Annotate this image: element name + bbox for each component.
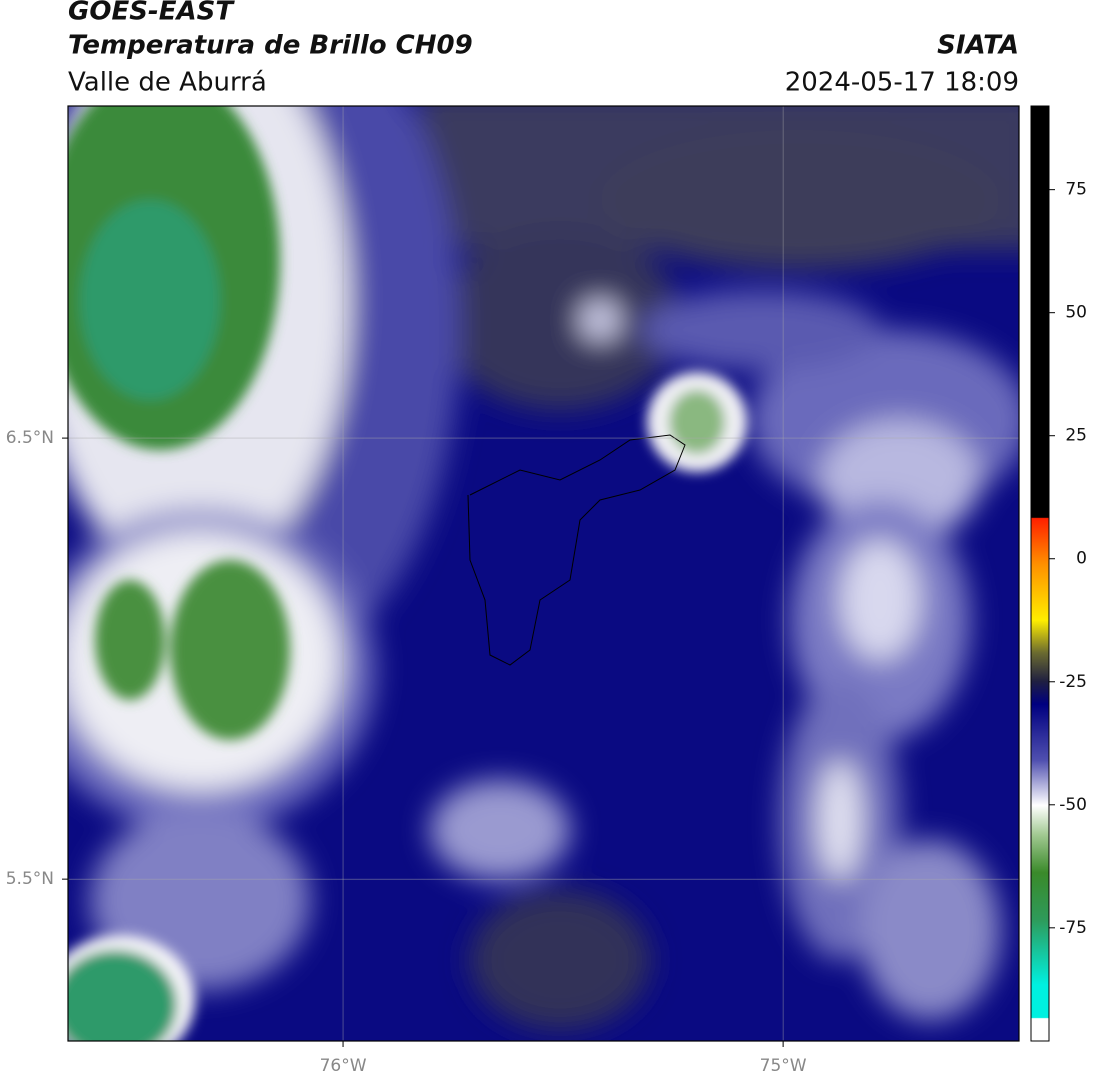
x-tick-label: 75°W [760,1056,807,1076]
satellite-image [68,106,1019,1041]
colorbar-tick-label: 75 [1065,180,1087,200]
colorbar-tick-label: 25 [1065,426,1087,446]
colorbar-tick-label: 50 [1065,303,1087,323]
datetime: 2024-05-17 18:09 [785,68,1019,98]
subtitle: Temperatura de Brillo CH09 [68,31,473,61]
source: SIATA [937,31,1019,61]
colorbar-tick-label: -50 [1059,795,1087,815]
colorbar-tick-label: -25 [1059,672,1087,692]
x-tick-label: 76°W [320,1056,367,1076]
colorbar-tick-label: 0 [1076,549,1087,569]
region: Valle de Aburrá [68,68,267,98]
colorbar [1030,105,1050,1042]
colorbar-tick-label: -75 [1059,918,1087,938]
boundary [467,434,686,666]
y-tick-label: 5.5°N [6,869,54,889]
map-frame [67,105,1020,1042]
title: GOES-EAST [68,0,235,27]
y-tick-label: 6.5°N [6,428,54,448]
